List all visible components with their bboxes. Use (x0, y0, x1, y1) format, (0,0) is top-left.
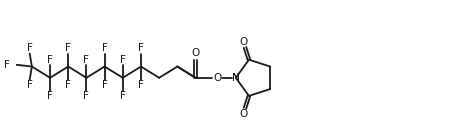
Text: F: F (65, 43, 71, 53)
Text: O: O (191, 48, 199, 58)
Text: F: F (138, 43, 144, 53)
Text: F: F (120, 91, 126, 101)
Text: F: F (101, 43, 107, 53)
Text: F: F (83, 91, 89, 101)
Text: F: F (83, 55, 89, 65)
Text: O: O (238, 109, 247, 119)
Text: F: F (27, 43, 33, 53)
Text: F: F (65, 80, 71, 90)
Text: F: F (47, 55, 53, 65)
Text: F: F (4, 60, 10, 70)
Text: F: F (27, 80, 33, 90)
Text: O: O (212, 73, 221, 83)
Text: F: F (101, 80, 107, 90)
Text: N: N (232, 73, 239, 83)
Text: F: F (138, 80, 144, 90)
Text: N: N (232, 73, 239, 83)
Text: F: F (120, 55, 126, 65)
Text: O: O (238, 37, 247, 47)
Text: F: F (47, 91, 53, 101)
